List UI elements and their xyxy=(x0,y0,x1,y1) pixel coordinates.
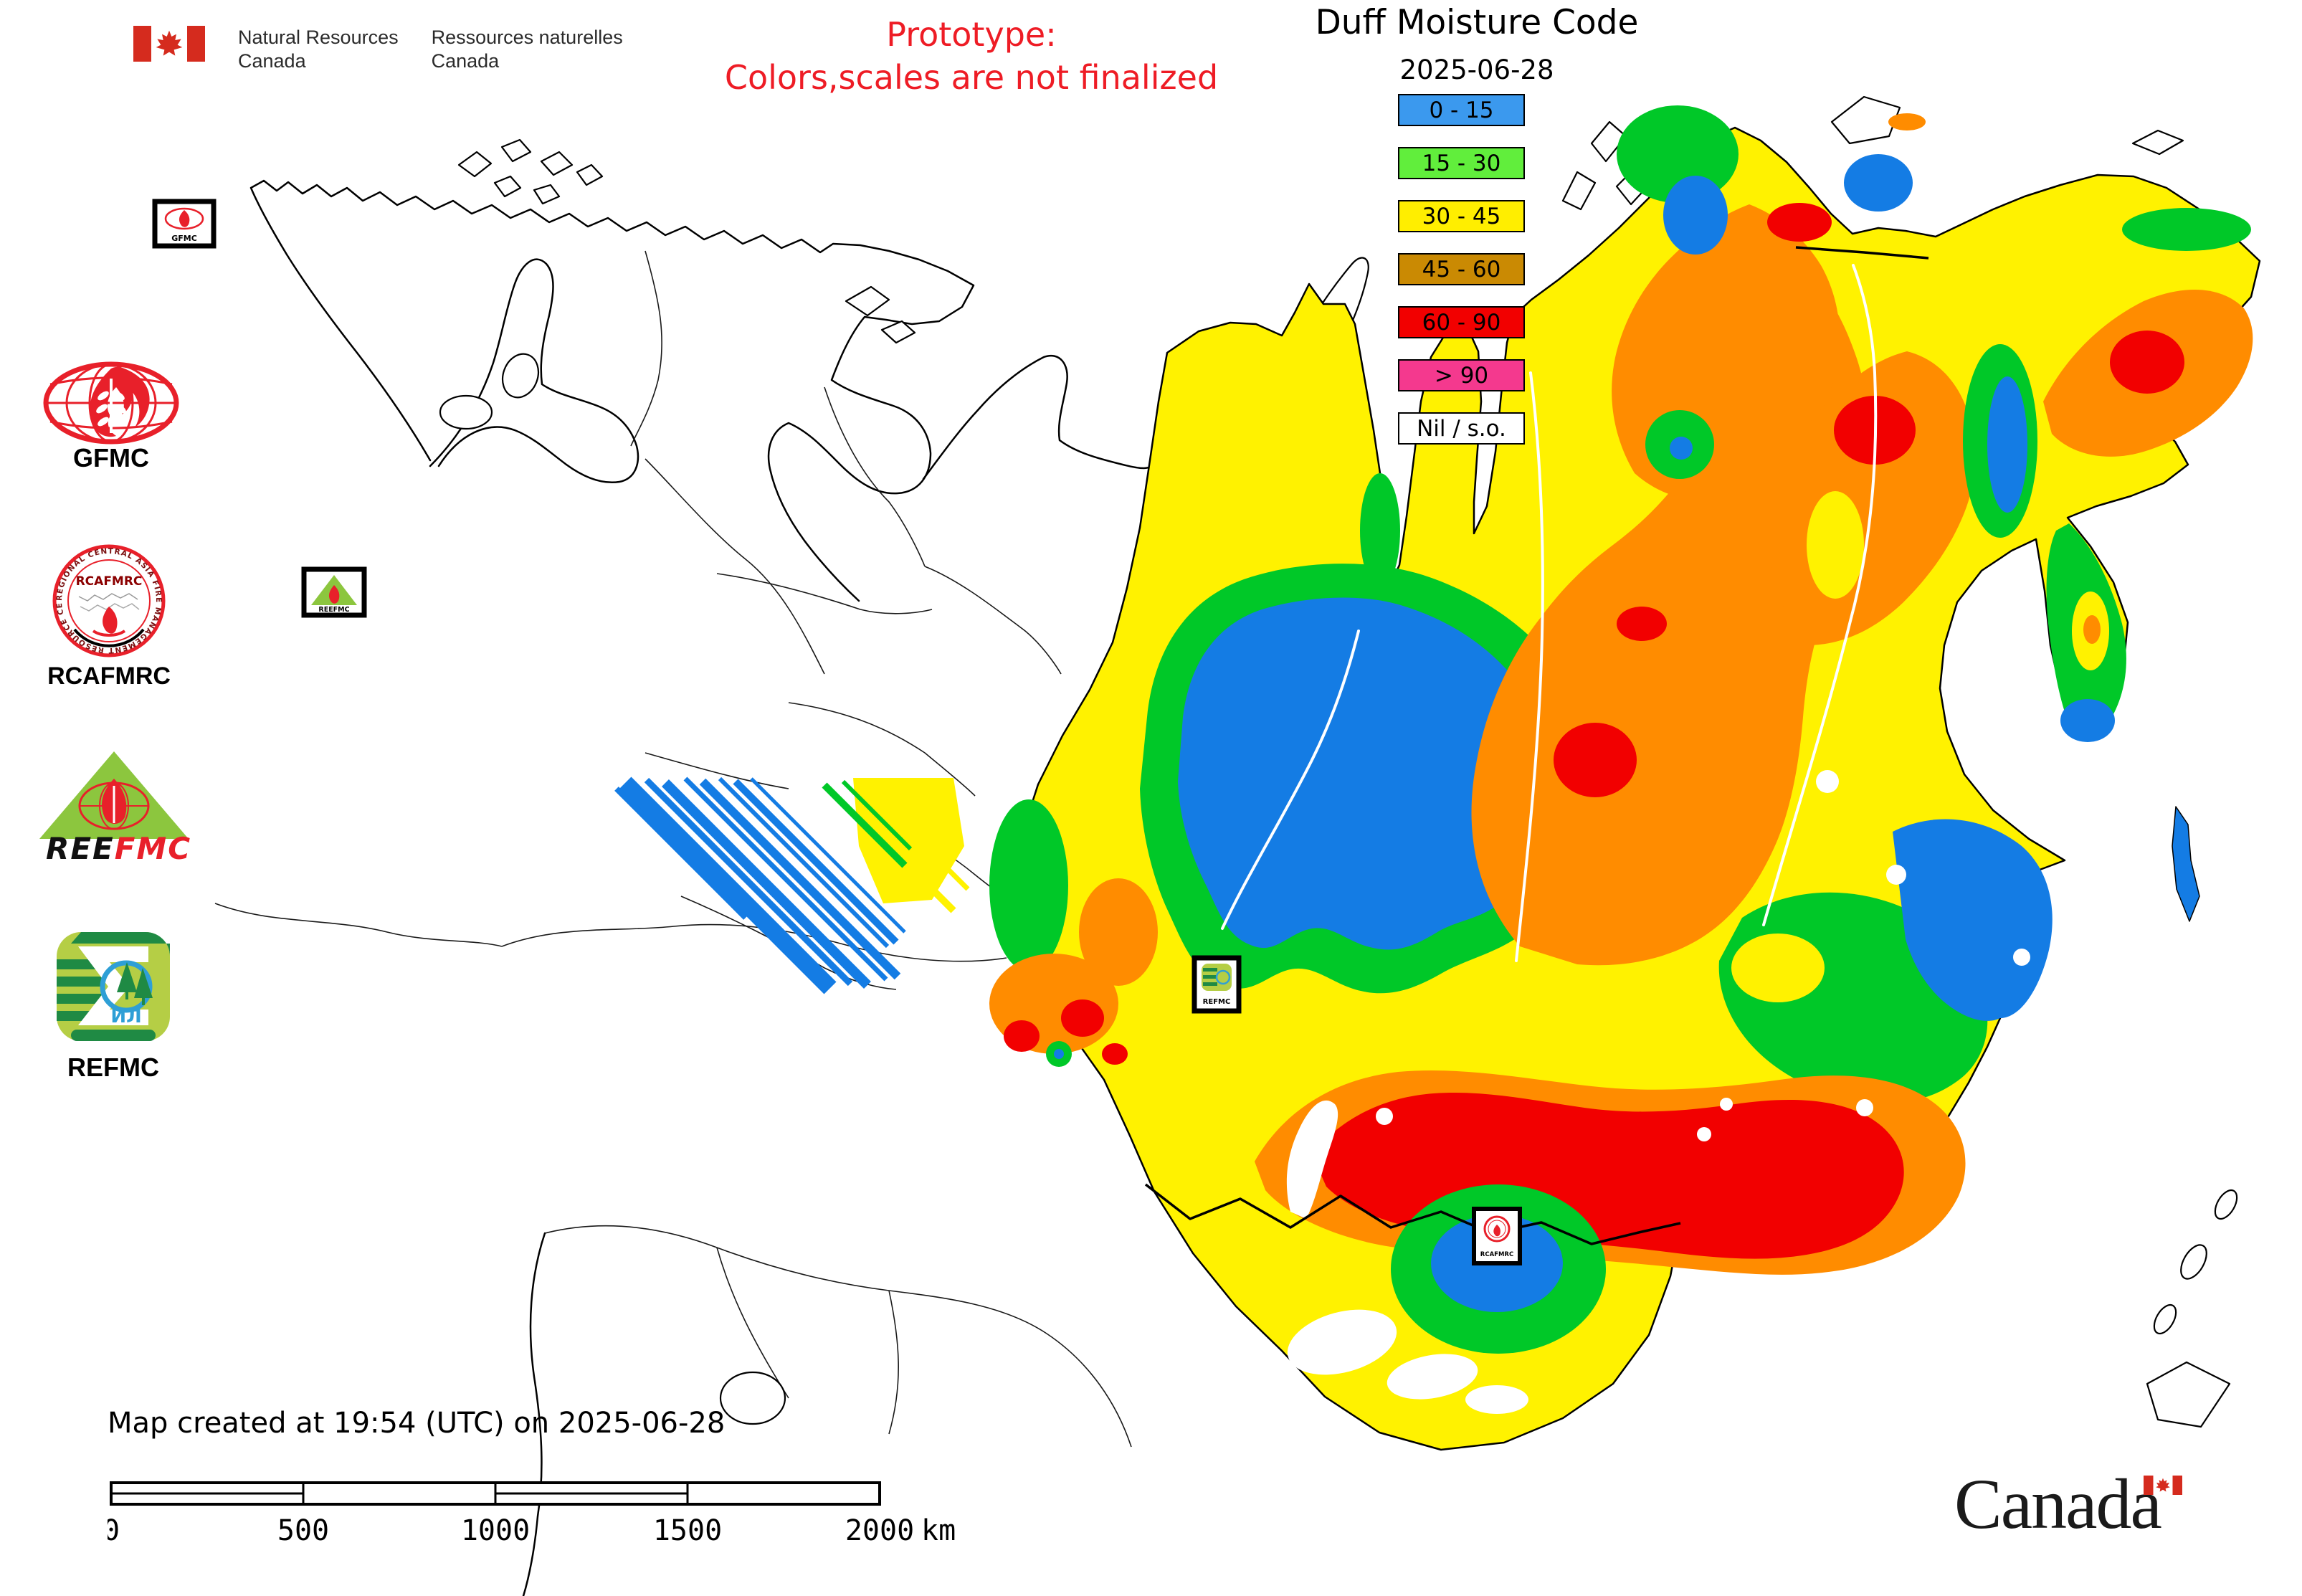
scale-tick-2000: 2000 xyxy=(845,1514,914,1547)
scale-tick-500: 500 xyxy=(277,1514,329,1547)
legend-item-45-60: 45 - 60 xyxy=(1398,253,1525,285)
gfmc-logo xyxy=(43,361,179,445)
rcafmrc-label: RCAFMRC xyxy=(47,662,171,690)
map-date: 2025-06-28 xyxy=(1399,54,1554,85)
refmc-label: REFMC xyxy=(67,1053,159,1082)
nrcan-header: Natural Resources Canada Ressources natu… xyxy=(133,26,623,73)
prototype-notice-line1: Prototype: xyxy=(886,15,1057,54)
legend-item-60-90: 60 - 90 xyxy=(1398,306,1525,338)
chukotka-boundary-line xyxy=(1795,246,1929,260)
scale-bar: 0 500 1000 1500 2000 km xyxy=(108,1481,956,1547)
canada-wordmark: Canada xyxy=(1954,1463,2182,1545)
russia-mongolia-border xyxy=(1144,1183,1681,1245)
refmc-logo: ИЛ xyxy=(57,932,170,1041)
prototype-notice: Prototype: Colors,scales are not finaliz… xyxy=(681,13,1262,99)
baltic-coastline xyxy=(429,258,639,483)
wordmark-flag-icon xyxy=(2144,1476,2182,1495)
legend-item-gt-90: > 90 xyxy=(1398,359,1525,391)
central-asia-borders xyxy=(544,1225,1132,1448)
legend-item-nil: Nil / s.o. xyxy=(1398,412,1525,445)
svg-text:GFMC: GFMC xyxy=(171,234,197,243)
reefmc-wordmark: REEFMC xyxy=(46,831,191,866)
rcafmrc-seal-text: RCAFMRC xyxy=(76,574,143,589)
scale-tick-1000: 1000 xyxy=(461,1514,530,1547)
pechora-coastline xyxy=(922,355,1177,480)
franz-josef-land xyxy=(457,138,604,205)
scale-tick-1500: 1500 xyxy=(653,1514,722,1547)
west-siberia-blue-core xyxy=(1178,597,1554,950)
map-markers: GFMC REEFMC REFMC xyxy=(152,199,1522,1265)
lake-onega xyxy=(501,353,540,399)
creation-timestamp: Map created at 19:54 (UTC) on 2025-06-28 xyxy=(108,1407,726,1440)
aral-sea xyxy=(719,1371,786,1425)
legend-item-30-45: 30 - 45 xyxy=(1398,200,1525,232)
rcafmrc-logo: REGIONAL CENTRAL ASIA FIRE MANAGEMENT RE… xyxy=(52,544,166,657)
scale-unit: km xyxy=(921,1514,956,1547)
canada-flag-icon xyxy=(133,26,205,62)
gfmc-map-marker: GFMC xyxy=(152,199,217,249)
gfmc-label: GFMC xyxy=(73,443,149,472)
legend: 0 - 15 15 - 30 30 - 45 45 - 60 60 - 90 >… xyxy=(1398,94,1525,465)
legend-item-0-15: 0 - 15 xyxy=(1398,94,1525,126)
dmc-colored-region xyxy=(989,105,2261,1451)
sakhalin xyxy=(2172,806,2200,922)
amur-blue xyxy=(1893,819,2053,1021)
refmc-map-marker: REFMC xyxy=(1192,955,1242,1014)
wrangel-island xyxy=(2131,129,2184,156)
nrcan-name-fr: Ressources naturelles Canada xyxy=(431,27,623,72)
japan-kuril-outlines xyxy=(2146,1189,2238,1428)
legend-item-15-30: 15 - 30 xyxy=(1398,147,1525,179)
svg-text:REFMC: REFMC xyxy=(1203,998,1231,1006)
rivers xyxy=(1221,264,1878,962)
rcafmrc-map-marker: RCAFMRC xyxy=(1472,1207,1522,1265)
lake-ladoga xyxy=(439,394,493,430)
nil-data-circles xyxy=(1002,770,2030,1158)
page-title: Duff Moisture Code xyxy=(1315,3,1639,42)
svg-text:RCAFMRC: RCAFMRC xyxy=(1480,1251,1513,1258)
reefmc-logo: REEFMC xyxy=(39,751,191,866)
scandinavia-coastline xyxy=(249,179,975,602)
reefmc-map-marker: REEFMC xyxy=(301,566,367,618)
lake-baikal xyxy=(1286,1100,1338,1219)
caspian-coast xyxy=(522,1232,546,1596)
nrcan-name-en: Natural Resources Canada xyxy=(238,27,399,72)
reefmc-marker-label: REEFMC xyxy=(318,606,349,614)
scale-tick-0: 0 xyxy=(108,1514,120,1547)
render-artifact-streaks xyxy=(614,776,970,994)
prototype-notice-line2: Colors,scales are not finalized xyxy=(724,58,1219,97)
refmc-inner-text: ИЛ xyxy=(110,1006,141,1027)
